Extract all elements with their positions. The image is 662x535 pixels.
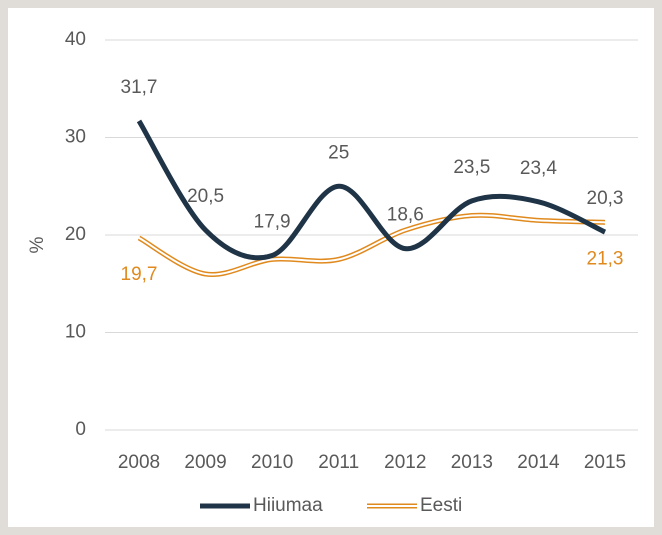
data-label: 17,9 <box>254 211 291 232</box>
data-label: 25 <box>328 142 349 163</box>
y-tick-label: 40 <box>65 29 86 50</box>
x-tick-label: 2014 <box>517 452 560 473</box>
data-label: 20,3 <box>587 188 624 209</box>
y-tick-label: 30 <box>65 127 86 148</box>
chart-area <box>8 8 654 527</box>
y-tick-label: 20 <box>65 224 86 245</box>
data-label: 21,3 <box>587 248 624 269</box>
x-tick-label: 2012 <box>384 452 426 473</box>
legend-label: Hiiumaa <box>253 495 323 516</box>
y-tick-label: 0 <box>75 419 86 440</box>
line <box>136 119 607 261</box>
data-label: 20,5 <box>187 186 224 207</box>
legend-label: Eesti <box>420 495 462 516</box>
x-tick-label: 2011 <box>318 452 359 473</box>
y-axis-label: % <box>27 236 48 253</box>
x-tick-label: 2009 <box>184 452 226 473</box>
x-tick-label: 2015 <box>584 452 626 473</box>
data-label: 18,6 <box>387 205 424 226</box>
x-tick-label: 2008 <box>118 452 160 473</box>
x-tick-label: 2013 <box>451 452 493 473</box>
data-label: 31,7 <box>121 77 158 98</box>
data-label: 19,7 <box>121 264 158 285</box>
line-inner <box>138 214 606 276</box>
x-tick-label: 2010 <box>251 452 293 473</box>
y-tick-label: 10 <box>65 322 86 343</box>
data-label: 23,5 <box>453 157 490 178</box>
data-label: 23,4 <box>520 158 557 179</box>
